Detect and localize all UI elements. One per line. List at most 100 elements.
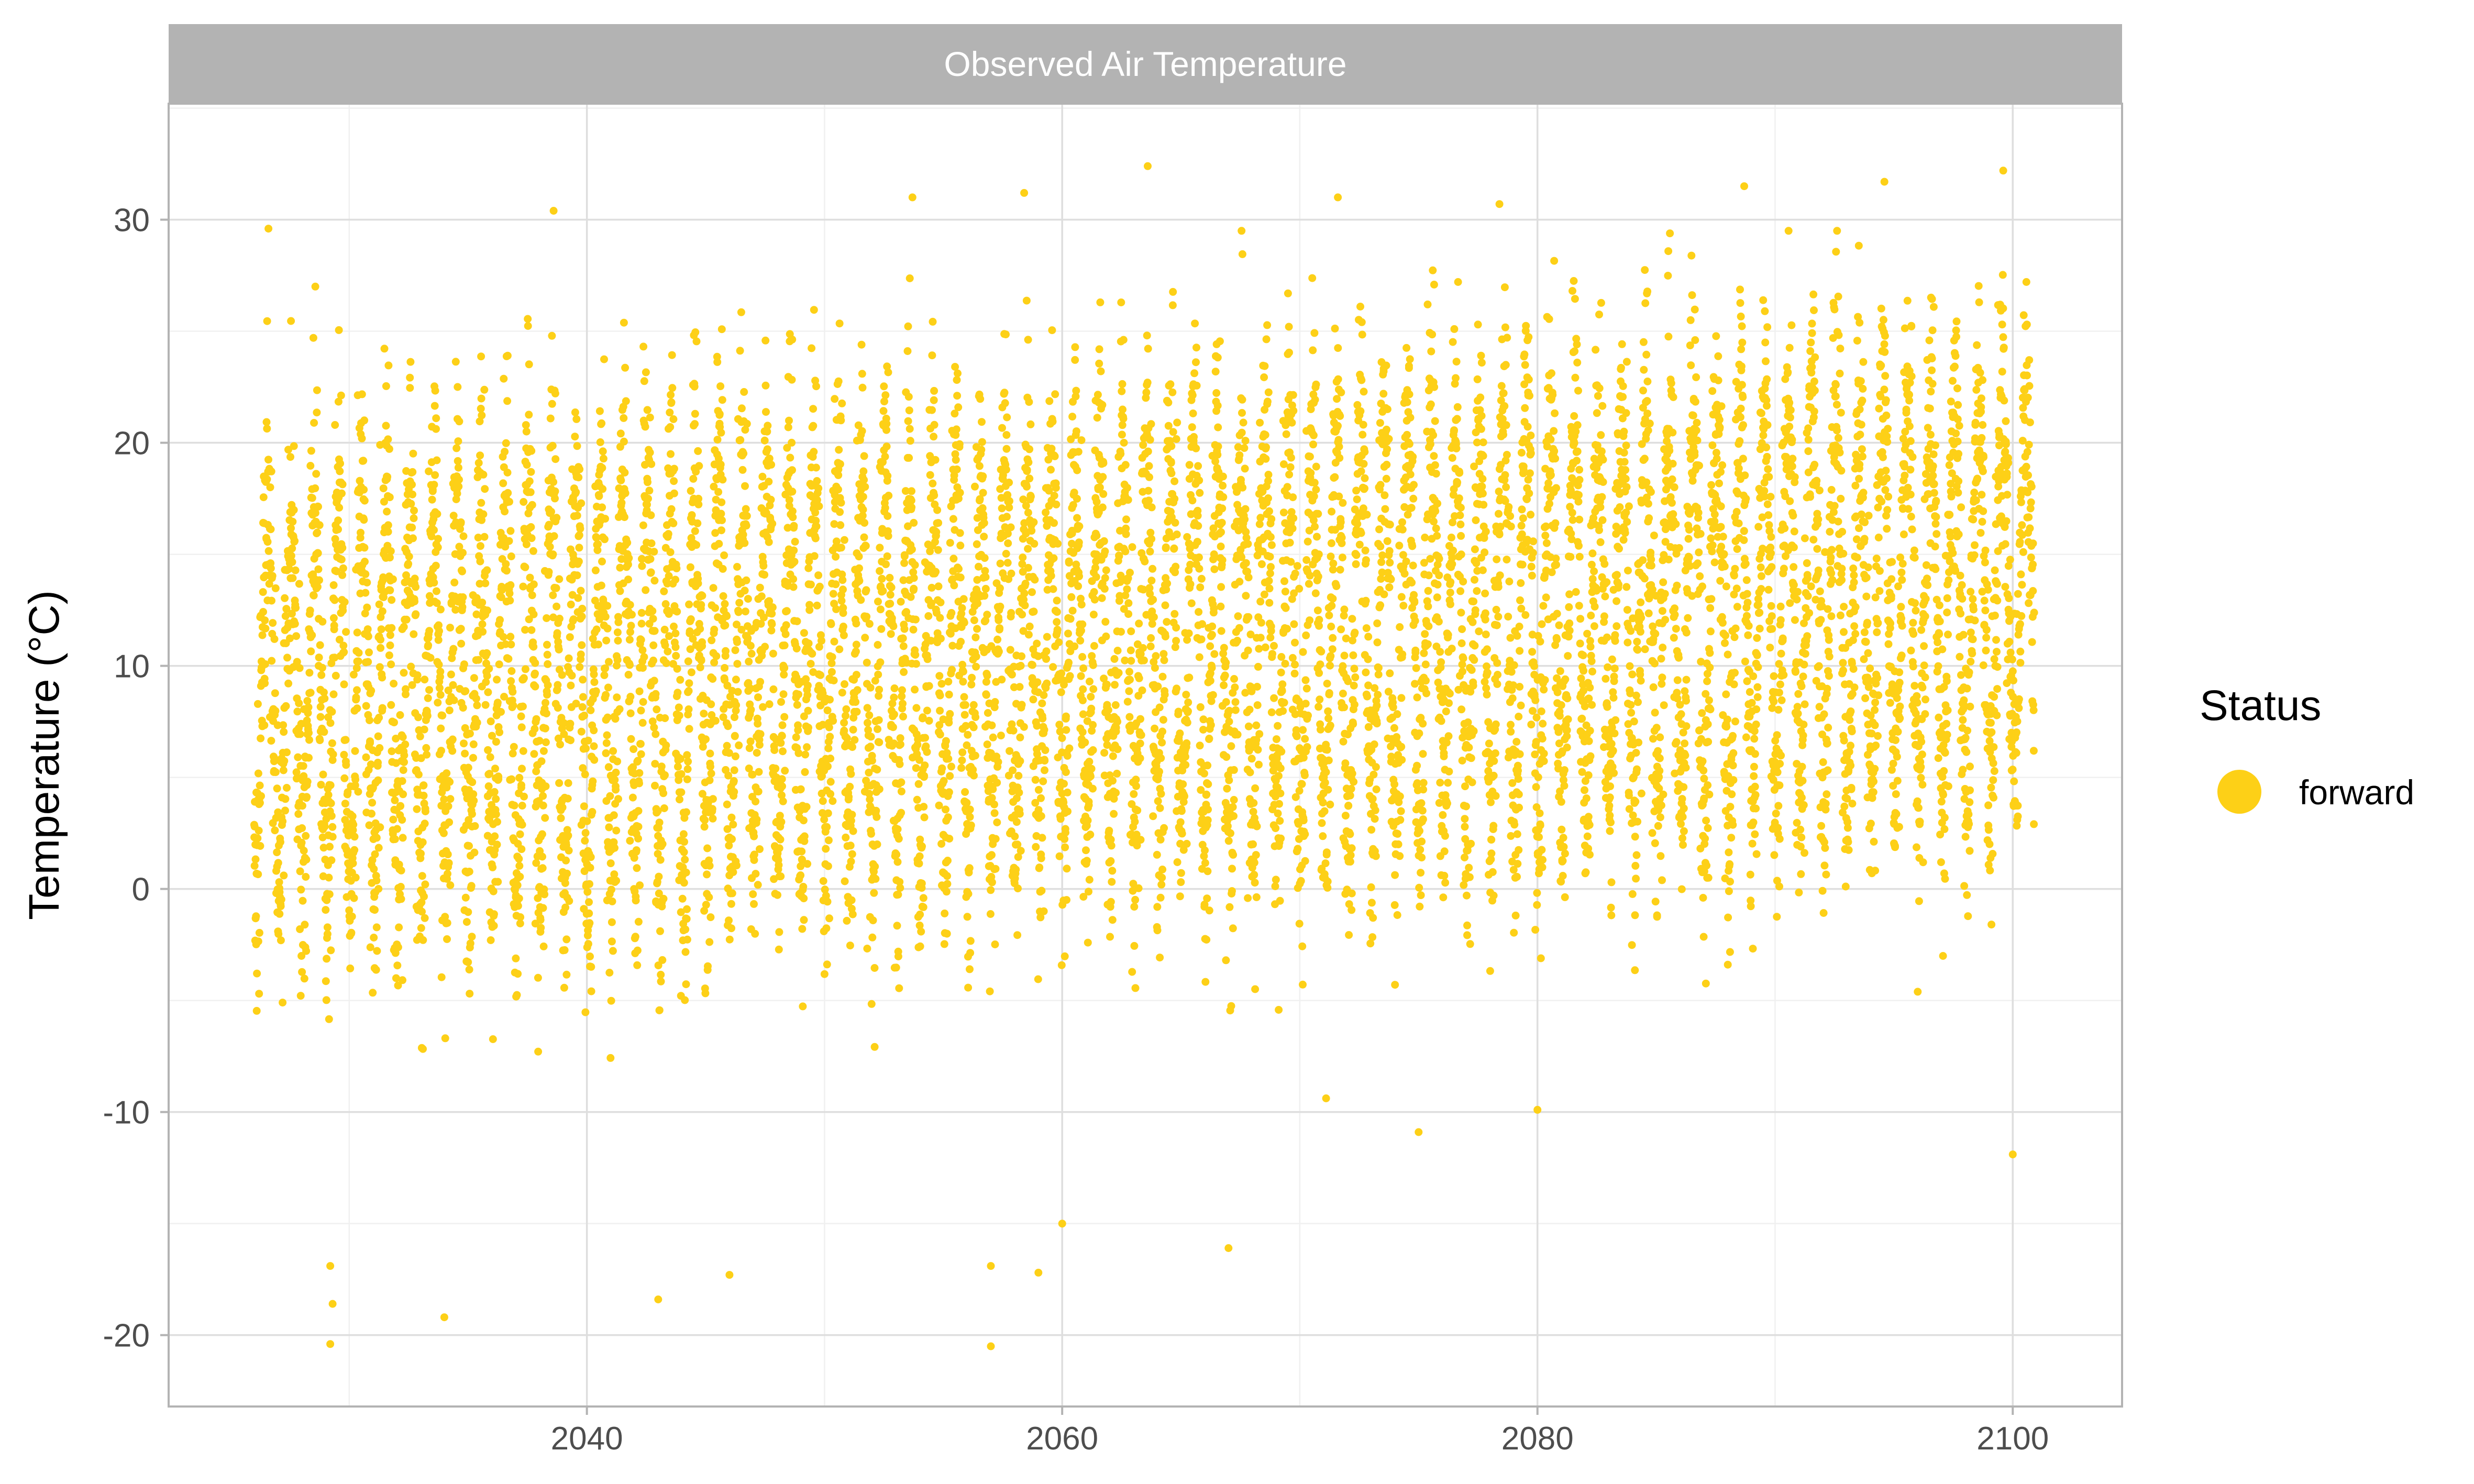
data-point	[1109, 777, 1117, 785]
data-point	[389, 815, 397, 824]
data-point	[754, 693, 762, 702]
data-point	[1155, 703, 1164, 712]
data-point	[438, 712, 447, 719]
data-point	[484, 746, 492, 754]
data-point	[312, 470, 321, 478]
data-point	[400, 758, 408, 766]
data-point	[993, 635, 1002, 644]
data-point	[336, 467, 344, 475]
data-point	[489, 887, 498, 895]
data-point	[981, 573, 990, 581]
data-point	[634, 917, 643, 926]
data-point	[750, 832, 758, 840]
data-point	[642, 368, 650, 376]
data-point	[930, 491, 938, 500]
data-point	[540, 890, 549, 899]
data-point	[1213, 353, 1222, 362]
data-point	[354, 657, 362, 666]
data-point	[347, 928, 356, 937]
data-point	[555, 614, 564, 623]
data-point	[1093, 414, 1101, 422]
data-point	[803, 860, 812, 868]
data-point	[459, 532, 468, 540]
data-point	[291, 566, 300, 574]
data-point	[1099, 473, 1107, 481]
data-point	[602, 749, 610, 757]
data-point	[589, 777, 597, 785]
data-point	[1143, 379, 1152, 386]
data-point	[500, 374, 508, 383]
data-point	[590, 670, 598, 679]
data-point	[1006, 646, 1014, 654]
data-point	[715, 540, 723, 548]
data-point	[875, 685, 883, 694]
data-point	[620, 414, 628, 422]
data-point	[1169, 287, 1177, 296]
data-point	[567, 681, 575, 690]
data-point	[810, 448, 818, 456]
data-point	[395, 923, 403, 932]
data-point	[876, 567, 884, 575]
data-point	[753, 749, 761, 757]
data-point	[546, 542, 554, 551]
data-point	[1122, 530, 1130, 538]
data-point	[642, 586, 650, 594]
data-point	[798, 847, 806, 856]
data-point	[960, 618, 968, 627]
data-point	[680, 848, 688, 856]
data-point	[896, 884, 904, 892]
data-point	[302, 832, 310, 840]
data-point	[527, 468, 535, 476]
data-point	[1062, 726, 1070, 734]
data-point	[326, 719, 335, 727]
data-point	[680, 879, 688, 887]
data-point	[355, 649, 363, 657]
data-point	[929, 479, 937, 488]
data-point	[1062, 768, 1070, 776]
data-point	[971, 751, 979, 760]
data-point	[539, 942, 548, 950]
data-point	[1210, 650, 1219, 658]
data-point	[261, 624, 270, 633]
data-point	[681, 925, 690, 934]
data-point	[990, 800, 998, 809]
data-point	[671, 575, 680, 584]
data-point	[585, 909, 593, 917]
data-point	[607, 885, 615, 894]
data-point	[1047, 572, 1055, 580]
data-point	[299, 896, 307, 905]
data-point	[944, 857, 952, 865]
data-point	[660, 587, 668, 595]
data-point	[852, 619, 860, 628]
data-point	[1022, 296, 1031, 305]
data-point	[1050, 519, 1058, 527]
data-point	[1201, 978, 1210, 986]
data-point	[640, 653, 648, 661]
data-point	[543, 691, 551, 699]
data-point	[997, 732, 1005, 740]
data-point	[1064, 629, 1072, 638]
data-point	[668, 384, 677, 392]
data-point	[371, 906, 379, 914]
data-point	[287, 524, 295, 533]
data-point	[986, 910, 995, 918]
data-point	[1106, 933, 1114, 941]
data-point	[1086, 678, 1094, 685]
data-point	[366, 716, 373, 724]
data-point	[596, 438, 604, 446]
data-point	[873, 840, 881, 848]
data-point	[572, 488, 580, 496]
data-point	[637, 750, 645, 758]
data-point	[955, 440, 964, 448]
data-point	[860, 475, 868, 484]
data-point	[457, 639, 466, 648]
data-point	[340, 750, 348, 759]
data-point	[807, 660, 815, 668]
data-point	[1223, 784, 1231, 793]
data-point	[325, 873, 333, 882]
data-point	[1082, 846, 1090, 855]
data-point	[503, 351, 512, 360]
data-point	[564, 794, 572, 803]
data-point	[1047, 445, 1056, 453]
data-point	[712, 652, 721, 660]
